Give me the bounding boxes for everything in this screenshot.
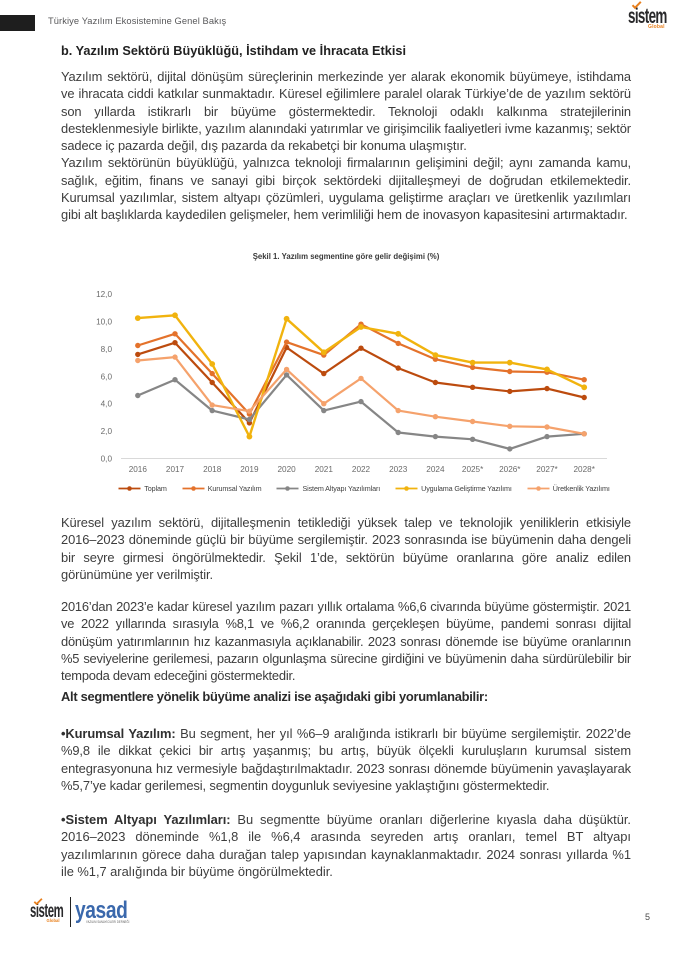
svg-text:2025*: 2025* xyxy=(462,465,484,474)
svg-text:2023: 2023 xyxy=(389,465,408,474)
svg-text:2021: 2021 xyxy=(315,465,334,474)
svg-text:2017: 2017 xyxy=(166,465,185,474)
svg-text:2024: 2024 xyxy=(426,465,445,474)
svg-text:2028*: 2028* xyxy=(573,465,595,474)
svg-text:2016: 2016 xyxy=(129,465,148,474)
svg-text:8,0: 8,0 xyxy=(101,345,113,354)
svg-text:4,0: 4,0 xyxy=(101,400,113,409)
svg-text:2026*: 2026* xyxy=(499,465,521,474)
svg-text:2,0: 2,0 xyxy=(101,427,113,436)
svg-text:2027*: 2027* xyxy=(536,465,558,474)
svg-text:10,0: 10,0 xyxy=(96,318,112,327)
svg-text:2020: 2020 xyxy=(277,465,296,474)
svg-text:2018: 2018 xyxy=(203,465,222,474)
svg-text:0,0: 0,0 xyxy=(101,455,113,464)
svg-text:12,0: 12,0 xyxy=(96,290,112,299)
svg-text:6,0: 6,0 xyxy=(101,372,113,381)
svg-text:2022: 2022 xyxy=(352,465,371,474)
svg-text:2019: 2019 xyxy=(240,465,259,474)
